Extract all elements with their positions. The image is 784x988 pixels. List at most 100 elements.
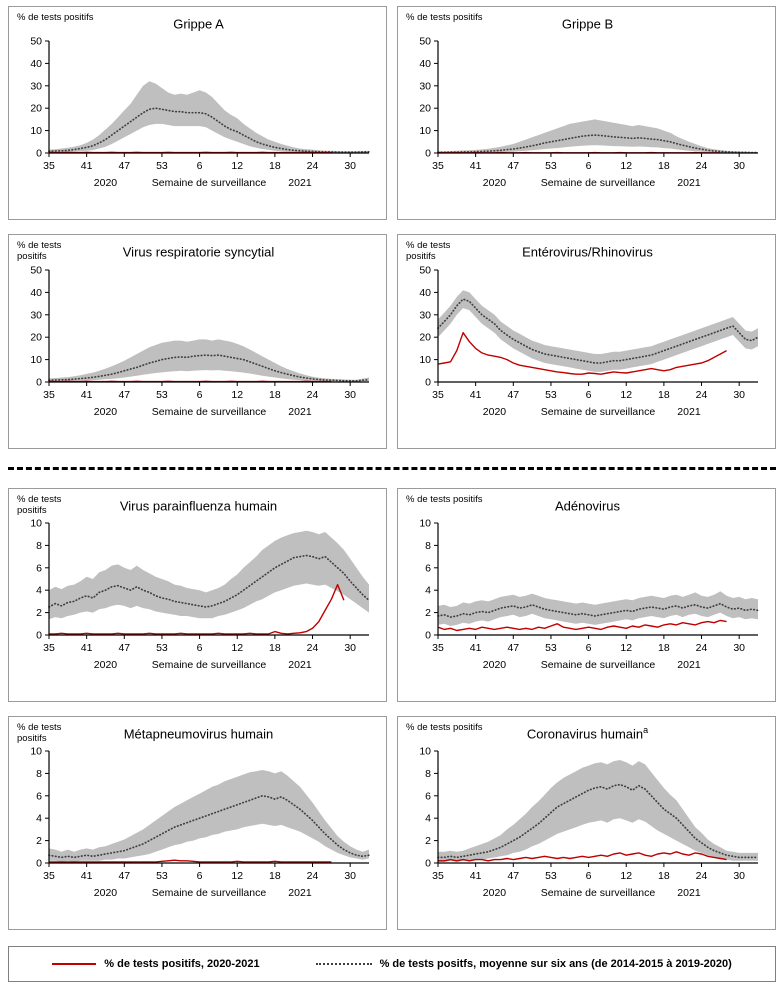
svg-text:12: 12 (620, 160, 632, 172)
svg-text:10: 10 (419, 125, 431, 137)
svg-text:6: 6 (425, 562, 431, 574)
svg-text:2021: 2021 (677, 887, 701, 899)
svg-text:47: 47 (507, 642, 519, 654)
svg-text:35: 35 (43, 870, 55, 882)
svg-text:50: 50 (419, 36, 431, 48)
svg-text:2021: 2021 (288, 406, 312, 418)
dotted-line-swatch (315, 963, 372, 966)
svg-text:53: 53 (545, 870, 557, 882)
svg-text:30: 30 (733, 160, 745, 172)
svg-text:Semaine de surveillance: Semaine de surveillance (541, 177, 656, 189)
svg-text:Semaine de surveillance: Semaine de surveillance (541, 406, 656, 418)
svg-text:50: 50 (419, 264, 431, 276)
svg-text:6: 6 (197, 642, 203, 654)
svg-text:10: 10 (30, 746, 42, 758)
y-axis-label: % de tests positifs (406, 721, 483, 733)
chart-panel-vrs: % de tests positifs Virus respiratorie s… (8, 234, 387, 449)
svg-text:24: 24 (307, 870, 319, 882)
svg-text:30: 30 (30, 309, 42, 321)
y-axis-label: % de tests positifs (406, 240, 451, 263)
svg-text:10: 10 (419, 517, 431, 529)
charts-grid: % de tests positifs Grippe A 0 10 20 30 40 50… (8, 6, 776, 983)
svg-text:Semaine de surveillance: Semaine de surveillance (152, 887, 267, 899)
svg-text:30: 30 (344, 642, 356, 654)
svg-text:0: 0 (425, 858, 431, 870)
svg-text:40: 40 (419, 287, 431, 299)
svg-text:0: 0 (425, 629, 431, 641)
svg-text:10: 10 (30, 125, 42, 137)
svg-text:2020: 2020 (94, 406, 118, 418)
svg-text:41: 41 (81, 642, 93, 654)
chart-panel-adenovirus: % de tests positifs Adénovirus 0 2 4 6 8 10 35… (397, 487, 776, 702)
legend-mean-label: % de tests positfs, moyenne sur six ans … (379, 958, 732, 971)
svg-text:18: 18 (269, 160, 281, 172)
svg-text:2021: 2021 (677, 406, 701, 418)
chart-plot-grippe-a: 0 10 20 30 40 50 35 41 47 53 6 12 18 24 30 2020 Semaine … (30, 36, 370, 189)
chart-panel-grippe-a: % de tests positifs Grippe A 0 10 20 30 40 50… (8, 6, 387, 221)
svg-text:0: 0 (425, 148, 431, 160)
svg-text:30: 30 (419, 309, 431, 321)
svg-text:30: 30 (733, 389, 745, 401)
svg-text:18: 18 (658, 642, 670, 654)
svg-text:50: 50 (30, 36, 42, 48)
section-divider-dashed (8, 466, 776, 470)
svg-text:12: 12 (231, 389, 243, 401)
svg-text:41: 41 (470, 160, 482, 172)
svg-text:0: 0 (425, 376, 431, 388)
svg-text:40: 40 (30, 287, 42, 299)
svg-text:41: 41 (470, 642, 482, 654)
svg-text:8: 8 (425, 540, 431, 552)
svg-text:6: 6 (197, 870, 203, 882)
svg-text:12: 12 (620, 870, 632, 882)
svg-text:24: 24 (696, 870, 708, 882)
svg-text:24: 24 (696, 160, 708, 172)
svg-text:35: 35 (432, 870, 444, 882)
svg-text:35: 35 (432, 160, 444, 172)
y-axis-label: % de tests positifs (406, 493, 483, 505)
chart-title: Métapneumovirus humain (123, 726, 274, 742)
svg-text:4: 4 (36, 585, 42, 597)
svg-text:47: 47 (118, 389, 130, 401)
svg-text:20: 20 (419, 103, 431, 115)
legend-red-label: % de tests positifs, 2020-2021 (104, 958, 260, 971)
svg-text:41: 41 (81, 160, 93, 172)
svg-text:2: 2 (36, 607, 42, 619)
chart-panel-grippe-b: % de tests positifs Grippe B 0 10 20 30 40 50… (397, 6, 776, 221)
chart-title: Coronavirus humaina (526, 724, 649, 742)
svg-text:47: 47 (118, 160, 130, 172)
chart-panel-metapneumovirus: % de tests positifs Métapneumovirus huma… (8, 715, 387, 931)
svg-text:47: 47 (507, 160, 519, 172)
svg-text:30: 30 (419, 81, 431, 93)
chart-plot-entero-rhino: 0 10 20 30 40 50 35 41 47 53 6 12 18 24 30 2020 Semaine … (419, 264, 759, 418)
svg-text:30: 30 (733, 870, 745, 882)
svg-text:35: 35 (432, 642, 444, 654)
svg-text:6: 6 (197, 160, 203, 172)
chart-panel-entero-rhino: % de tests positifs Entérovirus/Rhinovir… (397, 234, 776, 449)
svg-text:18: 18 (269, 870, 281, 882)
svg-text:30: 30 (30, 81, 42, 93)
red-line-swatch (52, 963, 97, 966)
svg-text:20: 20 (30, 103, 42, 115)
svg-text:53: 53 (545, 389, 557, 401)
svg-text:18: 18 (269, 642, 281, 654)
svg-text:8: 8 (425, 768, 431, 780)
y-axis-label: % de tests positifs (17, 12, 94, 23)
legend: % de tests positifs, 2020-2021 % de test… (8, 946, 776, 983)
svg-text:2021: 2021 (288, 659, 312, 671)
svg-text:41: 41 (81, 870, 93, 882)
svg-text:47: 47 (118, 870, 130, 882)
svg-text:2021: 2021 (677, 177, 701, 189)
svg-text:20: 20 (30, 331, 42, 343)
svg-text:8: 8 (36, 540, 42, 552)
svg-text:2021: 2021 (288, 887, 312, 899)
svg-text:50: 50 (30, 264, 42, 276)
chart-title: Grippe B (561, 16, 614, 32)
svg-text:2020: 2020 (94, 887, 118, 899)
chart-title: Virus parainfluenza humain (119, 497, 278, 513)
svg-text:0: 0 (36, 629, 42, 641)
svg-text:2020: 2020 (483, 887, 507, 899)
svg-text:6: 6 (586, 870, 592, 882)
svg-text:24: 24 (696, 389, 708, 401)
svg-text:12: 12 (231, 160, 243, 172)
